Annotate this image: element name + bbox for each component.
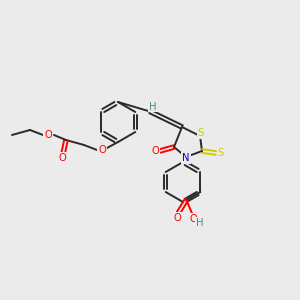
- Text: O: O: [44, 130, 52, 140]
- Text: O: O: [98, 145, 106, 155]
- Text: N: N: [182, 153, 190, 163]
- Text: O: O: [173, 213, 181, 223]
- Text: H: H: [149, 101, 157, 112]
- Text: O: O: [189, 214, 197, 224]
- Text: H: H: [196, 218, 203, 228]
- Text: S: S: [218, 148, 224, 158]
- Text: O: O: [151, 146, 159, 156]
- Text: O: O: [58, 153, 66, 163]
- Text: S: S: [198, 128, 204, 138]
